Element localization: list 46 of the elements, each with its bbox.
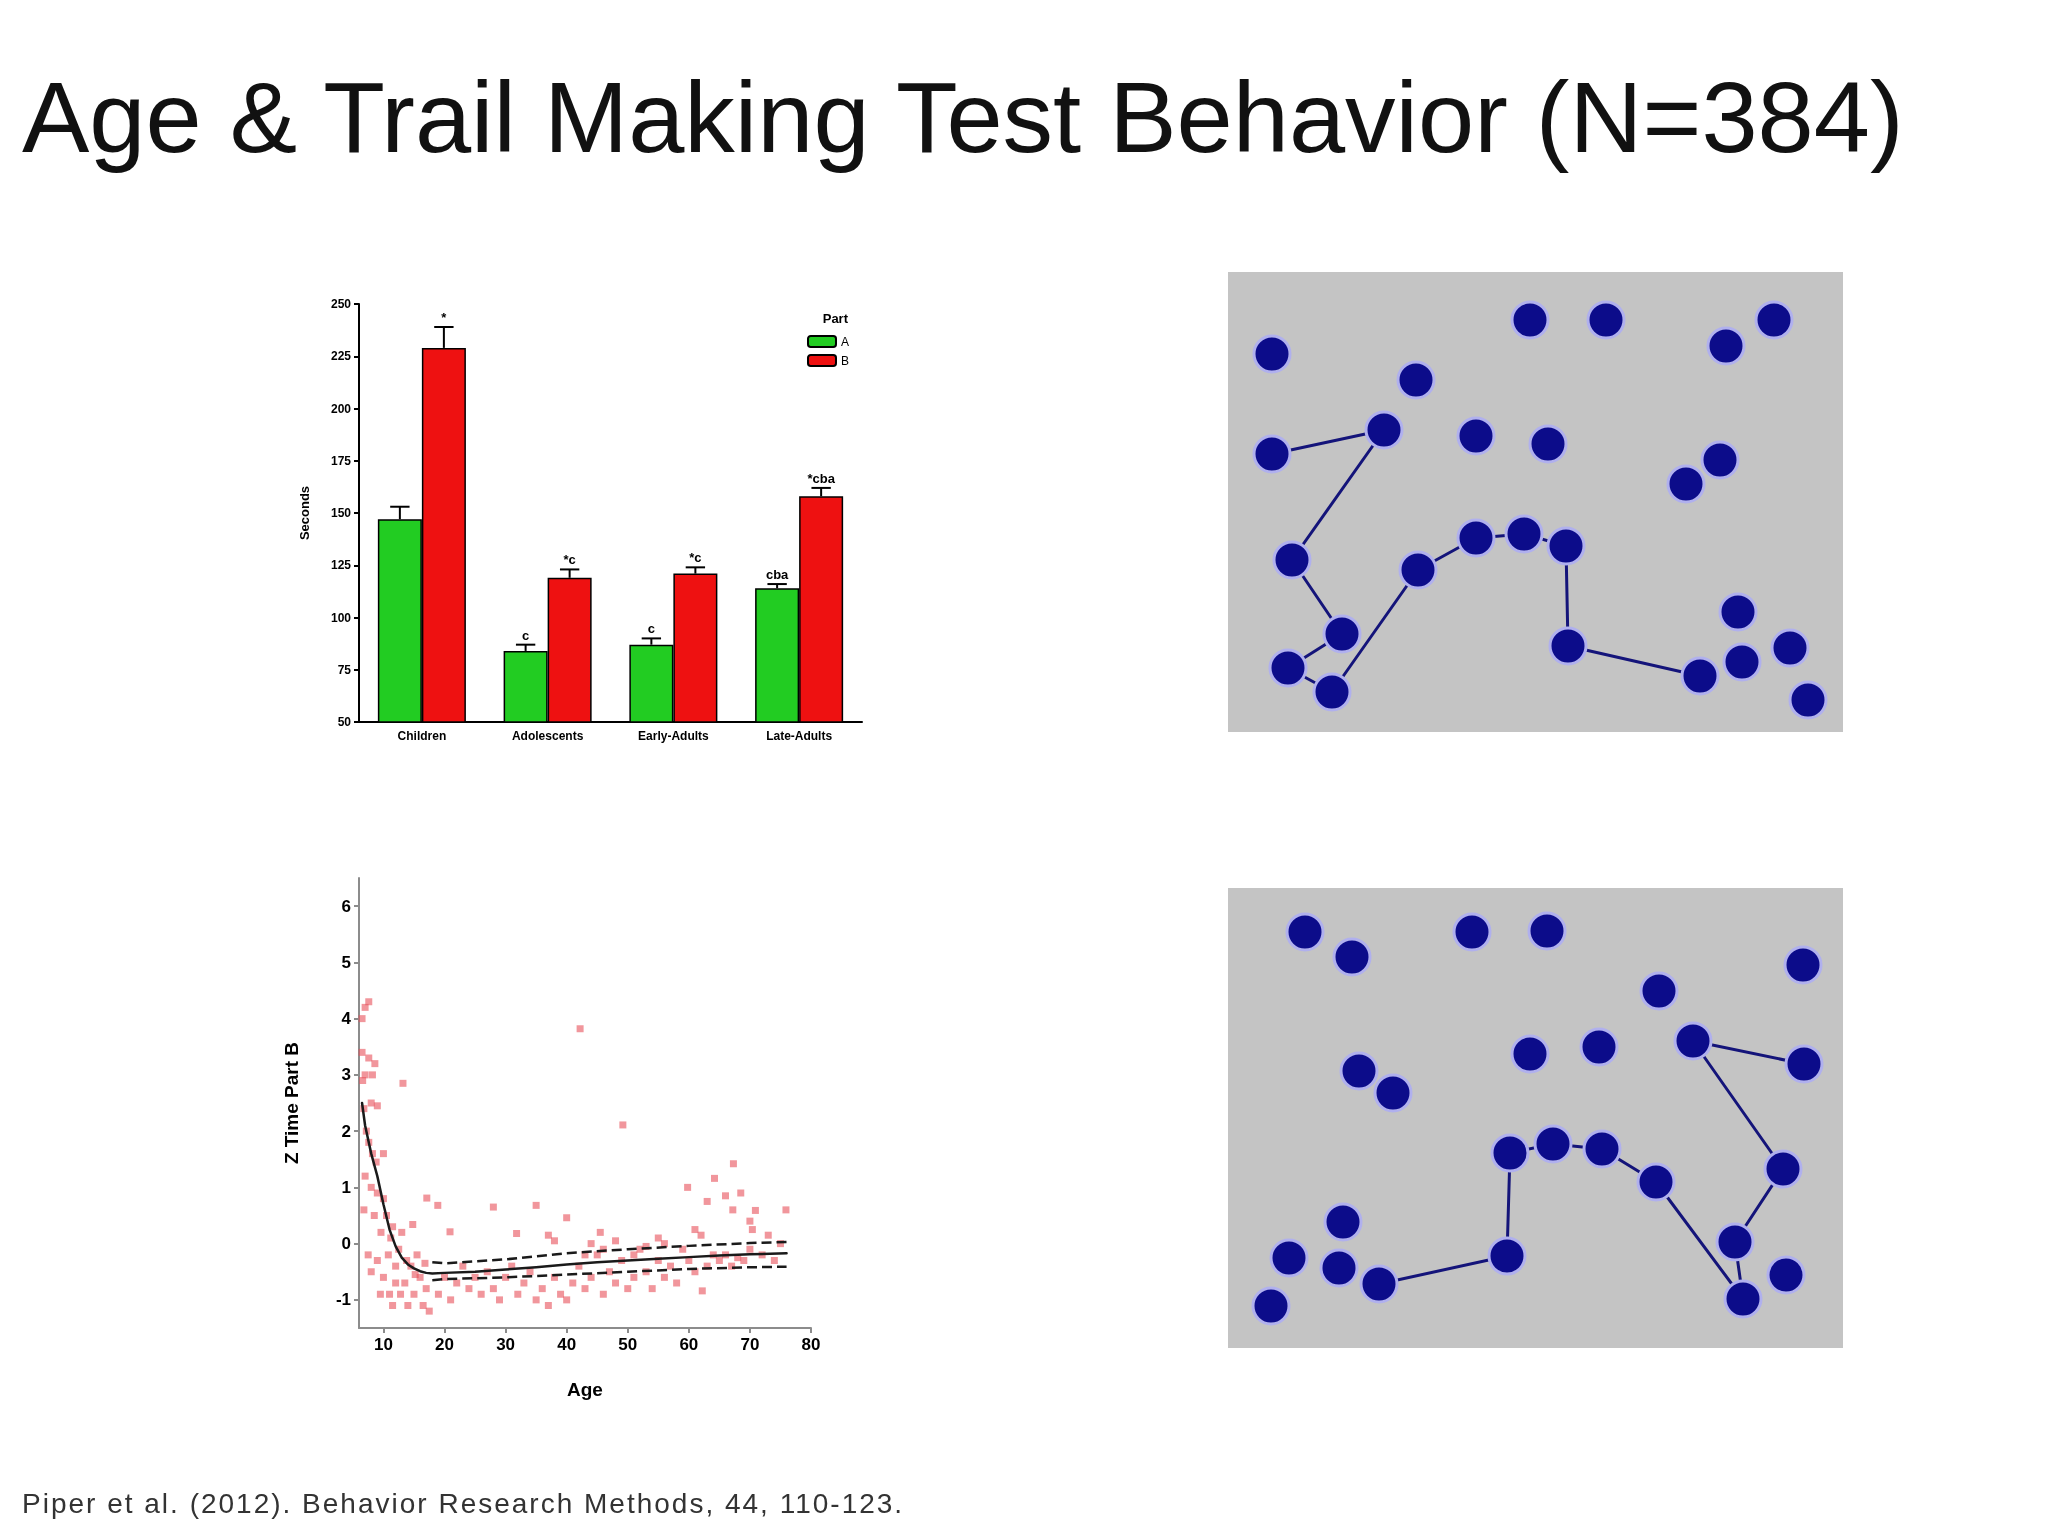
x-tick-label: 50 bbox=[618, 1335, 638, 1354]
data-label: *cba bbox=[807, 470, 836, 486]
y-tick-label: 5 bbox=[341, 952, 351, 972]
x-tick-label: Children bbox=[397, 729, 447, 743]
y-tick-label: 75 bbox=[337, 662, 352, 677]
legend-label: A bbox=[841, 334, 850, 349]
x-tick-label: Early-Adults bbox=[638, 729, 710, 743]
y-tick-label: 100 bbox=[330, 610, 352, 625]
x-tick-label: 30 bbox=[496, 1335, 516, 1354]
y-tick-label: 200 bbox=[330, 401, 352, 416]
y-tick-label: 3 bbox=[341, 1065, 351, 1085]
x-tick-label: 60 bbox=[679, 1335, 699, 1354]
y-tick-label: -1 bbox=[335, 1290, 351, 1310]
data-label: *c bbox=[689, 550, 702, 566]
x-tick-label: 70 bbox=[740, 1335, 760, 1354]
y-tick-label: 150 bbox=[330, 506, 352, 520]
data-label: cba bbox=[765, 567, 790, 583]
y-tick-label: 4 bbox=[341, 1009, 352, 1029]
x-tick-label: Adolescents bbox=[511, 729, 584, 743]
chart-title: Age & Trail Making Test Behavior (N=384) bbox=[22, 61, 1904, 174]
y-tick-label: 250 bbox=[330, 297, 352, 311]
x-tick-label: 40 bbox=[557, 1335, 577, 1354]
x-tick-label: Late-Adults bbox=[766, 729, 833, 743]
data-label: *c bbox=[563, 552, 576, 568]
x-axis-title: Age bbox=[567, 1379, 603, 1400]
data-label: * bbox=[441, 309, 448, 325]
y-tick-label: 225 bbox=[330, 349, 352, 364]
data-label: c bbox=[522, 627, 530, 643]
line-series bbox=[431, 1240, 788, 1265]
text: Piper et al. (2012). Behavior Research Methods, 44, 110-123. bbox=[22, 1488, 905, 1520]
x-tick-label: 20 bbox=[435, 1335, 454, 1354]
y-tick-label: 50 bbox=[337, 715, 352, 729]
x-tick-label: 10 bbox=[373, 1335, 393, 1354]
y-tick-label: 175 bbox=[330, 453, 352, 468]
y-tick-label: 0 bbox=[341, 1234, 351, 1254]
y-tick-label: 125 bbox=[330, 558, 352, 573]
x-tick-label: 80 bbox=[801, 1335, 821, 1354]
legend-title: Part bbox=[822, 311, 849, 326]
y-tick-label: 1 bbox=[341, 1177, 351, 1197]
y-tick-label: 6 bbox=[341, 896, 351, 916]
y-axis-title: Z Time Part B bbox=[281, 1041, 302, 1165]
y-tick-label: 2 bbox=[341, 1121, 351, 1141]
legend-label: B bbox=[841, 353, 850, 368]
line-series bbox=[431, 1265, 788, 1282]
data-label: c bbox=[647, 621, 655, 637]
y-axis-title: Seconds bbox=[297, 485, 312, 541]
